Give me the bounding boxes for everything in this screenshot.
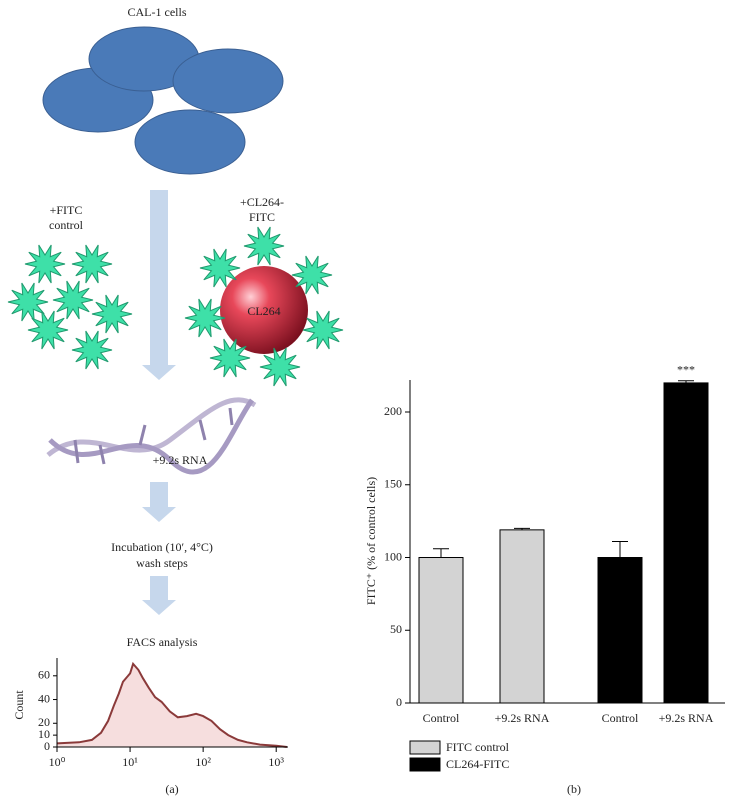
star [184, 298, 226, 338]
star [27, 310, 69, 350]
error-bar [514, 527, 530, 530]
histogram-area [57, 663, 287, 747]
incubation-label: Incubation (10′, 4°C) [111, 540, 213, 554]
star [291, 255, 333, 295]
bead-label: CL264 [247, 304, 280, 318]
histogram-line [56, 661, 288, 748]
x-tick-label: Control [602, 711, 639, 725]
y-tick-label: 20 [38, 715, 50, 729]
star [209, 338, 251, 378]
star [71, 330, 113, 370]
y-tick-label: 0 [44, 739, 50, 753]
fitc-label: control [49, 218, 84, 232]
cells-label: CAL-1 cells [128, 5, 187, 19]
bar [663, 382, 709, 704]
y-tick-label: 100 [384, 549, 402, 563]
legend-label: CL264-FITC [446, 757, 509, 771]
fitc-stars [7, 244, 133, 370]
error-bar [612, 541, 628, 558]
bar-chart: 0 50 100 150 200 Control +9.2s RNA Control +9.2s… [364, 362, 725, 772]
y-tick-label: 60 [38, 668, 50, 682]
arrows [142, 190, 176, 615]
bead-stars [184, 226, 344, 387]
star [91, 294, 133, 334]
y-axis-label: FITC⁺ (% of control cells) [364, 477, 378, 605]
legend-swatch [409, 740, 441, 755]
star [199, 248, 241, 288]
error-bar [678, 380, 694, 383]
fitc-label: +FITC [50, 203, 83, 217]
x-tick-label: 10³ [268, 755, 284, 769]
cl264-label: +CL264- [240, 195, 284, 209]
x-tick-label: +9.2s RNA [495, 711, 550, 725]
star [243, 226, 285, 266]
bar [418, 557, 464, 704]
legend-label: FITC control [446, 740, 510, 754]
star [71, 244, 113, 284]
bar [499, 529, 545, 704]
y-tick-label: 50 [390, 622, 402, 636]
x-tick-label: 10⁰ [49, 755, 66, 769]
y-tick-label: 0 [396, 695, 402, 709]
panel-label: (b) [567, 782, 581, 796]
panel-label: (a) [165, 782, 178, 796]
rna-label: +9.2s RNA [153, 453, 208, 467]
star [52, 280, 94, 320]
x-tick-label: Control [423, 711, 460, 725]
x-tick-label: +9.2s RNA [659, 711, 714, 725]
x-tick-label: 10¹ [122, 755, 138, 769]
star [24, 244, 66, 284]
star [259, 347, 301, 387]
annotation: *** [677, 362, 695, 376]
x-tick-label: 10² [195, 755, 211, 769]
y-tick-label: 10 [38, 727, 50, 741]
y-axis-label: Count [12, 690, 26, 720]
y-tick-label: 150 [384, 477, 402, 491]
y-tick-label: 40 [38, 691, 50, 705]
y-tick-label: 200 [384, 404, 402, 418]
rna-helix [46, 397, 257, 475]
bar [597, 557, 643, 704]
facs-label: FACS analysis [127, 635, 198, 649]
incubation-label: wash steps [136, 556, 188, 570]
cl264-label: FITC [249, 210, 275, 224]
star [302, 310, 344, 350]
cells [42, 26, 284, 175]
bead [220, 266, 308, 354]
legend-swatch [409, 757, 441, 772]
error-bar [433, 548, 449, 558]
star [7, 282, 49, 322]
